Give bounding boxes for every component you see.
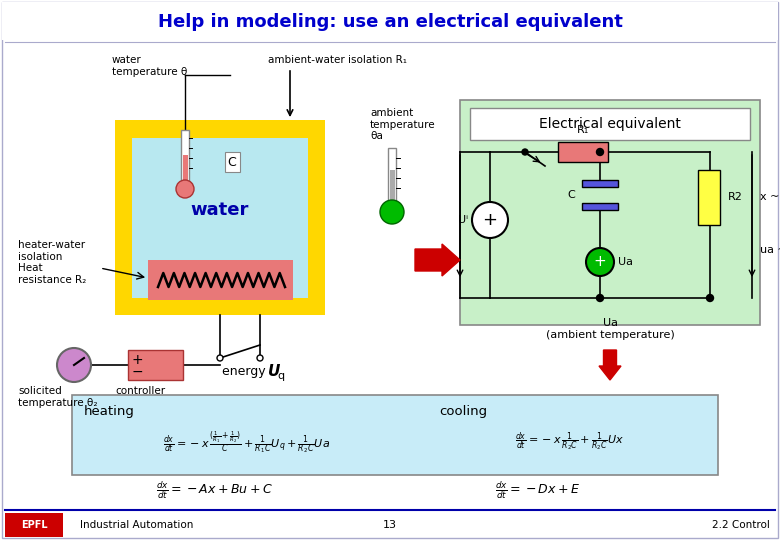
- FancyArrow shape: [415, 244, 460, 276]
- Text: Ua: Ua: [618, 257, 633, 267]
- Text: U: U: [268, 364, 280, 380]
- Bar: [2, 2, 778, 40]
- Circle shape: [597, 294, 604, 301]
- Circle shape: [257, 355, 263, 361]
- Bar: [183, 155, 187, 185]
- Text: R2: R2: [728, 192, 743, 202]
- Bar: [582, 203, 618, 210]
- Text: Ua
(ambient temperature): Ua (ambient temperature): [546, 318, 675, 340]
- Bar: [388, 148, 396, 208]
- Text: 2.2 Control: 2.2 Control: [712, 520, 770, 530]
- Text: x ~ θ: x ~ θ: [760, 192, 780, 202]
- Circle shape: [522, 149, 528, 155]
- Bar: [5, 513, 63, 537]
- Bar: [181, 130, 189, 185]
- Circle shape: [57, 348, 91, 382]
- Text: ambient-water isolation R₁: ambient-water isolation R₁: [268, 55, 407, 65]
- Text: C: C: [228, 156, 236, 168]
- Circle shape: [586, 248, 614, 276]
- Text: Uⁱ: Uⁱ: [458, 215, 468, 225]
- Text: q: q: [277, 371, 284, 381]
- Bar: [72, 395, 718, 475]
- Text: 13: 13: [383, 520, 397, 530]
- Text: R₁: R₁: [577, 125, 589, 135]
- Text: ua ~ θa: ua ~ θa: [760, 245, 780, 255]
- Text: energy: energy: [222, 366, 270, 379]
- Bar: [128, 350, 183, 380]
- Bar: [582, 180, 618, 187]
- Bar: [132, 138, 308, 298]
- Text: +: +: [131, 353, 143, 367]
- Text: cooling: cooling: [439, 405, 488, 418]
- Circle shape: [217, 355, 223, 361]
- Bar: [698, 170, 720, 225]
- Text: water: water: [191, 201, 249, 219]
- Circle shape: [707, 294, 714, 301]
- Circle shape: [176, 180, 194, 198]
- FancyArrow shape: [599, 350, 621, 380]
- Circle shape: [472, 202, 508, 238]
- Text: $\frac{dx}{dt}=-x\,\frac{1}{R_2C}+\frac{1}{R_2C}Ux$: $\frac{dx}{dt}=-x\,\frac{1}{R_2C}+\frac{…: [515, 430, 624, 454]
- Text: heater-water
isolation
Heat
resistance R₂: heater-water isolation Heat resistance R…: [18, 240, 87, 285]
- Text: +: +: [594, 254, 606, 269]
- Circle shape: [597, 148, 604, 156]
- Text: C: C: [567, 190, 575, 200]
- Bar: [558, 142, 608, 162]
- Text: ambient
temperature
θa: ambient temperature θa: [370, 108, 435, 141]
- Circle shape: [380, 200, 404, 224]
- Bar: [460, 100, 760, 325]
- Text: solicited
temperature θ₂: solicited temperature θ₂: [18, 386, 98, 408]
- Text: Electrical equivalent: Electrical equivalent: [539, 117, 681, 131]
- Bar: [148, 260, 293, 300]
- Text: water
temperature θ: water temperature θ: [112, 55, 187, 77]
- Text: controller: controller: [115, 386, 165, 396]
- Text: $\frac{dx}{dt}=-Ax+Bu+C$: $\frac{dx}{dt}=-Ax+Bu+C$: [156, 479, 272, 501]
- Text: −: −: [131, 365, 143, 379]
- Text: heating: heating: [84, 405, 135, 418]
- Bar: [389, 170, 395, 208]
- Bar: [470, 108, 750, 140]
- Text: $\frac{dx}{dt}=-Dx+E$: $\frac{dx}{dt}=-Dx+E$: [495, 479, 580, 501]
- Text: Help in modeling: use an electrical equivalent: Help in modeling: use an electrical equi…: [158, 13, 622, 31]
- Text: EPFL: EPFL: [21, 520, 48, 530]
- Bar: [115, 120, 325, 315]
- Text: Industrial Automation: Industrial Automation: [80, 520, 193, 530]
- Text: $\frac{dx}{dt}=-x\,\frac{(\frac{1}{R_1}+\frac{1}{R_2})}{C}+\frac{1}{R_1C}U_q+\fr: $\frac{dx}{dt}=-x\,\frac{(\frac{1}{R_1}+…: [163, 429, 330, 455]
- Text: +: +: [483, 211, 498, 229]
